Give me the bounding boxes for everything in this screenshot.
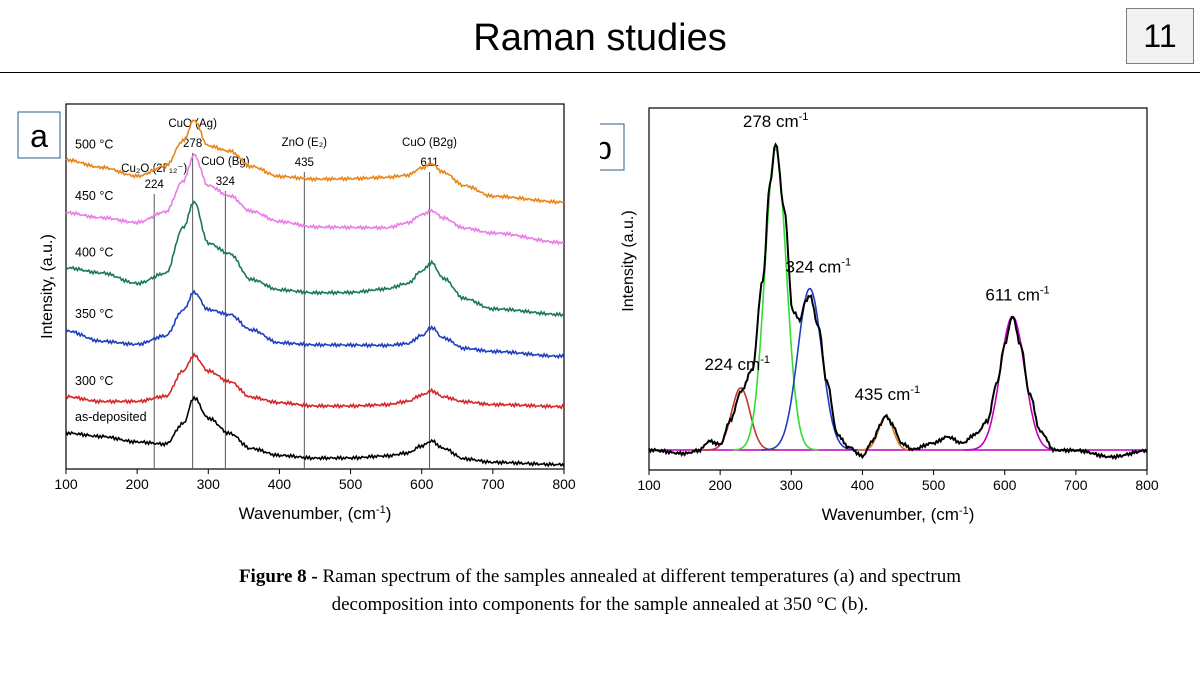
x-tick-label: 100 (54, 476, 78, 492)
component-peak (703, 387, 778, 451)
x-axis-label: Wavenumber, (cm-1) (239, 504, 392, 523)
raman-chart-panel-a: 100 200 300 400 500 600 700 800 Wavenumber, (cm-… (17, 103, 576, 523)
caption-line-2: decomposition into components for the sa… (331, 594, 869, 615)
series-label: 300 °C (75, 374, 113, 388)
measured-spectrum (648, 142, 1148, 461)
slide-title: Raman studies (473, 17, 727, 59)
peak-label: 324 cm-1 (786, 257, 852, 277)
series-label: 350 °C (75, 307, 113, 321)
x-tick-label: 100 (637, 477, 661, 493)
reference-line-name: CuO (Bg) (201, 156, 250, 168)
reference-line-value: 224 (145, 179, 165, 191)
series-label: as-deposited (75, 410, 147, 424)
plot-frame (648, 107, 1148, 471)
x-axis-label: Wavenumber, (cm-1) (822, 505, 975, 524)
series-line (65, 200, 565, 318)
reference-line-value: 324 (216, 176, 236, 188)
series-label: 500 °C (75, 138, 113, 152)
x-tick-label: 300 (780, 477, 804, 493)
series-line (65, 352, 565, 410)
reference-line-value: 435 (295, 157, 314, 169)
x-tick-label: 700 (1064, 477, 1088, 493)
raman-chart-panel-b: 100 200 300 400 500 600 700 800 Wavenumber, (cm-… (600, 107, 1159, 524)
series-label: 450 °C (75, 189, 113, 203)
peak-label: 278 cm-1 (743, 111, 809, 131)
reference-line-name: CuO (Ag) (168, 118, 217, 130)
series-line (65, 395, 565, 468)
plot-frame (65, 103, 565, 470)
caption-label: Figure 8 - (238, 566, 318, 587)
slide-number: 11 (1126, 8, 1194, 64)
component-peak (732, 147, 819, 451)
x-tick-label: 600 (410, 476, 434, 492)
x-tick-label: 500 (339, 476, 363, 492)
y-axis-label: Intensity, (a.u.) (39, 234, 56, 339)
component-peak (761, 287, 859, 451)
x-tick-label: 300 (197, 476, 221, 492)
reference-line-name: CuO (B2g) (402, 137, 457, 149)
series-line (65, 119, 565, 206)
component-peak (964, 315, 1062, 451)
panel-letter-box (600, 123, 625, 171)
x-tick-label: 200 (708, 477, 732, 493)
caption-line-1: Figure 8 - Raman spectrum of the samples… (0, 563, 1200, 591)
series-line (65, 153, 565, 246)
x-tick-label: 400 (268, 476, 292, 492)
x-tick-label: 200 (125, 476, 149, 492)
reference-line-value: 278 (183, 138, 202, 150)
y-axis-label: Intensity (a.u.) (620, 210, 637, 311)
panel-letter: b (600, 130, 612, 166)
x-tick-label: 400 (851, 477, 875, 493)
panel-letter: a (30, 118, 48, 154)
x-tick-label: 500 (922, 477, 946, 493)
panel-letter-box (17, 111, 61, 159)
peak-label: 611 cm-1 (985, 284, 1049, 304)
x-tick-label: 600 (993, 477, 1017, 493)
peak-label: 435 cm-1 (855, 384, 921, 404)
caption-text-1: Raman spectrum of the samples annealed a… (322, 566, 962, 587)
reference-line-name: ZnO (E₂) (282, 137, 328, 149)
x-tick-label: 700 (481, 476, 505, 492)
peak-label: 224 cm-1 (704, 354, 770, 374)
series-label: 400 °C (75, 246, 113, 260)
series-line (65, 289, 565, 360)
x-tick-label: 800 (552, 476, 576, 492)
title-divider (0, 72, 1200, 73)
figure-caption: Figure 8 - Raman spectrum of the samples… (0, 563, 1200, 619)
x-tick-label: 800 (1135, 477, 1159, 493)
